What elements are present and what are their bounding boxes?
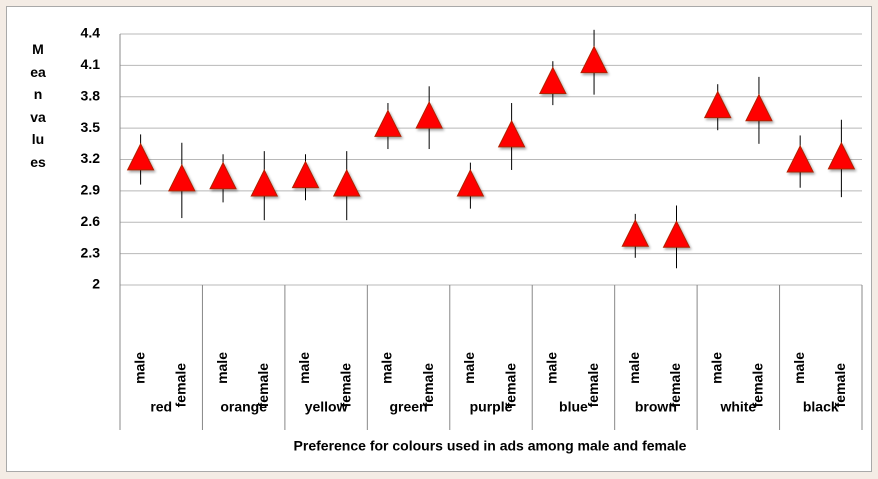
marker	[786, 144, 814, 173]
y-axis-title: Mean values	[30, 41, 47, 170]
x-tick-label: female	[420, 363, 436, 408]
group-label: red	[150, 399, 172, 415]
chart-frame	[6, 6, 872, 472]
group-label: white	[719, 399, 756, 415]
x-tick-label: male	[214, 352, 230, 384]
x-tick-label: male	[544, 352, 560, 384]
x-tick-label: female	[667, 363, 683, 408]
group-label: brown	[635, 399, 677, 415]
x-tick-label: female	[585, 363, 601, 408]
marker	[374, 109, 402, 137]
group-label: orange	[220, 399, 267, 415]
x-tick-label: female	[255, 363, 271, 408]
group-label: black	[803, 399, 839, 415]
marker	[126, 142, 155, 171]
y-tick-label: 2.6	[81, 213, 101, 229]
x-tick-label: male	[131, 352, 147, 384]
y-tick-label: 2	[92, 276, 100, 292]
x-tick-label: male	[296, 352, 312, 384]
marker	[209, 161, 237, 190]
marker	[539, 66, 567, 95]
marker	[291, 160, 320, 189]
y-tick-label: 2.9	[81, 182, 101, 198]
group-label: yellow	[305, 399, 348, 415]
y-tick-label: 3.5	[81, 119, 101, 135]
y-tick-label: 3.2	[81, 150, 101, 166]
marker	[621, 219, 650, 247]
marker	[745, 93, 773, 122]
x-tick-label: female	[750, 363, 766, 408]
x-tick-label: female	[173, 363, 189, 408]
marker	[580, 45, 608, 74]
x-tick-label: female	[502, 363, 518, 408]
marker	[168, 163, 196, 192]
x-tick-label: male	[379, 352, 395, 384]
group-label: purple	[470, 399, 513, 415]
marker	[827, 141, 856, 170]
marker	[703, 90, 732, 119]
x-tick-label: male	[708, 352, 724, 384]
x-tick-label: female	[337, 363, 353, 408]
x-tick-label: female	[832, 363, 848, 408]
marker	[332, 168, 361, 197]
marker	[415, 100, 443, 129]
marker	[497, 119, 526, 148]
x-axis-title: Preference for colours used in ads among…	[294, 438, 687, 454]
y-tick-label: 3.8	[81, 87, 101, 103]
group-label: blue	[559, 399, 588, 415]
y-tick-label: 2.3	[81, 244, 101, 260]
y-tick-label: 4.1	[81, 56, 101, 72]
x-tick-label: male	[461, 352, 477, 384]
y-tick-label: 4.4	[81, 25, 101, 41]
marker	[662, 220, 691, 248]
marker	[456, 168, 485, 197]
marker	[250, 168, 279, 197]
x-tick-label: male	[791, 352, 807, 384]
group-label: green	[389, 399, 427, 415]
x-tick-label: male	[626, 352, 642, 384]
